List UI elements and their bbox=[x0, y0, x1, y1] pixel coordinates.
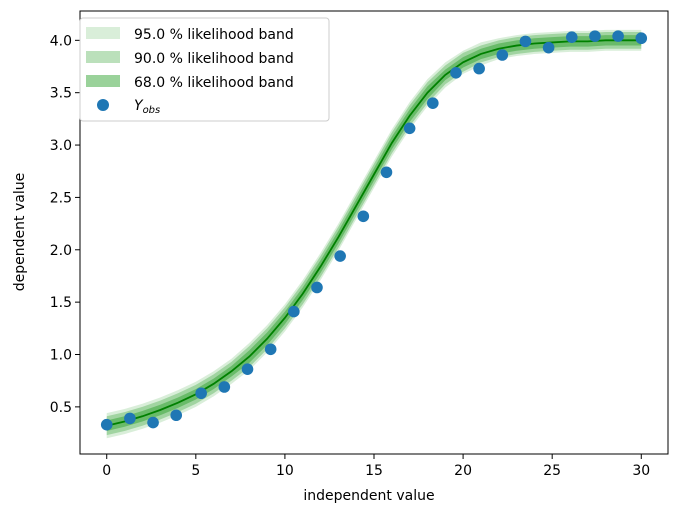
observed-point bbox=[450, 66, 462, 79]
x-axis: 0 5 10 15 20 25 30 bbox=[102, 454, 650, 479]
observed-point bbox=[170, 409, 183, 422]
x-tick-label: 20 bbox=[454, 463, 472, 479]
observed-point bbox=[100, 418, 113, 431]
y-tick-label: 1.5 bbox=[50, 295, 72, 311]
legend-swatch-90 bbox=[86, 51, 120, 63]
y-axis: 0.5 1.0 1.5 2.0 2.5 3.0 3.5 4.0 bbox=[50, 33, 80, 416]
legend-box bbox=[79, 17, 330, 122]
legend-marker-observed bbox=[97, 99, 109, 111]
y-axis-label: dependent value bbox=[12, 173, 28, 291]
observed-point bbox=[147, 416, 159, 429]
observed-point bbox=[589, 30, 601, 42]
observed-point bbox=[311, 281, 323, 294]
observed-point bbox=[496, 49, 509, 61]
legend-label-observed-main: Y bbox=[134, 98, 144, 114]
observed-point bbox=[427, 97, 439, 109]
y-tick-label: 2.0 bbox=[50, 243, 72, 259]
y-tick-label: 1.0 bbox=[50, 348, 72, 364]
legend-swatch-68 bbox=[86, 75, 120, 87]
observed-point bbox=[473, 62, 485, 75]
x-tick-label: 25 bbox=[543, 463, 561, 479]
y-tick-label: 2.5 bbox=[50, 190, 72, 206]
legend-label-90: 90.0 % likelihood band bbox=[134, 51, 294, 67]
y-tick-label: 3.0 bbox=[50, 138, 72, 154]
y-tick-label: 0.5 bbox=[50, 400, 72, 416]
observed-point bbox=[612, 30, 624, 42]
x-tick-label: 10 bbox=[276, 463, 294, 479]
x-tick-label: 5 bbox=[191, 463, 200, 479]
observed-point bbox=[334, 250, 346, 262]
legend-label-68: 68.0 % likelihood band bbox=[134, 75, 294, 91]
observed-point bbox=[403, 122, 416, 135]
observed-point bbox=[542, 41, 555, 54]
observed-point bbox=[565, 31, 578, 43]
observed-point bbox=[241, 363, 254, 375]
x-tick-label: 30 bbox=[632, 463, 650, 479]
y-tick-label: 4.0 bbox=[50, 33, 72, 49]
observed-point bbox=[380, 166, 393, 179]
observed-point bbox=[288, 305, 300, 318]
x-tick-label: 0 bbox=[102, 463, 111, 479]
y-tick-label: 3.5 bbox=[50, 86, 72, 102]
observed-point bbox=[124, 412, 136, 425]
legend: 95.0 % likelihood band 90.0 % likelihood… bbox=[79, 17, 330, 122]
plot-area bbox=[100, 29, 648, 439]
observed-point bbox=[264, 343, 277, 356]
legend-label-observed-sub: obs bbox=[143, 105, 161, 116]
observed-point bbox=[635, 32, 648, 45]
x-axis-label: independent value bbox=[303, 488, 434, 504]
legend-label-95: 95.0 % likelihood band bbox=[134, 27, 294, 43]
legend-swatch-95 bbox=[86, 27, 120, 39]
observed-point bbox=[195, 387, 207, 400]
observed-point bbox=[519, 35, 532, 48]
x-tick-label: 15 bbox=[365, 463, 383, 479]
observed-point bbox=[357, 210, 370, 223]
legend-label-observed: Yobs bbox=[134, 98, 160, 116]
observed-point bbox=[218, 381, 231, 393]
